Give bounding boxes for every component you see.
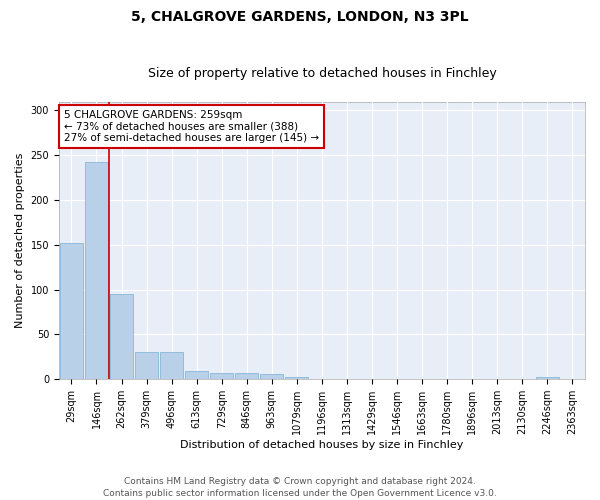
- Bar: [286, 376, 308, 379]
- Title: Size of property relative to detached houses in Finchley: Size of property relative to detached ho…: [148, 66, 496, 80]
- Text: Contains HM Land Registry data © Crown copyright and database right 2024.
Contai: Contains HM Land Registry data © Crown c…: [103, 476, 497, 498]
- Bar: [260, 374, 283, 379]
- Bar: [60, 243, 83, 379]
- Bar: [185, 371, 208, 379]
- Y-axis label: Number of detached properties: Number of detached properties: [15, 152, 25, 328]
- Bar: [135, 352, 158, 379]
- Bar: [110, 294, 133, 379]
- Text: 5 CHALGROVE GARDENS: 259sqm
← 73% of detached houses are smaller (388)
27% of se: 5 CHALGROVE GARDENS: 259sqm ← 73% of det…: [64, 110, 319, 143]
- Bar: [160, 352, 183, 379]
- X-axis label: Distribution of detached houses by size in Finchley: Distribution of detached houses by size …: [180, 440, 464, 450]
- Bar: [210, 373, 233, 379]
- Bar: [235, 373, 259, 379]
- Bar: [536, 376, 559, 379]
- Bar: [85, 162, 108, 379]
- Text: 5, CHALGROVE GARDENS, LONDON, N3 3PL: 5, CHALGROVE GARDENS, LONDON, N3 3PL: [131, 10, 469, 24]
